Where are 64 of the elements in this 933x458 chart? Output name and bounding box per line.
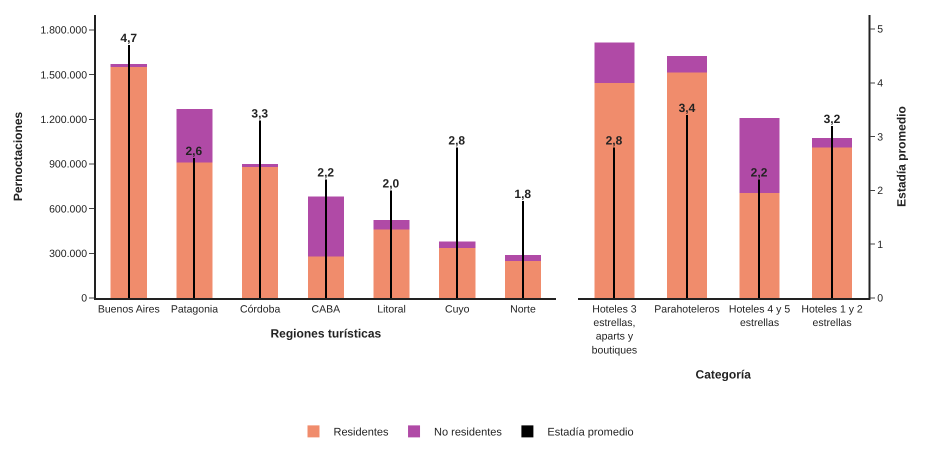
bar — [258, 120, 261, 298]
bar — [192, 158, 196, 298]
x-tick-label: Patagonia — [170, 303, 218, 316]
bar — [667, 56, 707, 72]
x-tick-label: Hoteles 4 y 5 estrellas — [728, 303, 790, 329]
legend-label: No residentes — [434, 426, 502, 439]
x-tick-label: Hoteles 3 estrellas, aparts y boutiques — [592, 303, 638, 356]
bar — [242, 164, 278, 167]
data-label: 2,6 — [186, 144, 203, 158]
y-tick-label: 0 — [81, 292, 88, 305]
x-tick-label: Córdoba — [240, 303, 280, 316]
bar — [522, 201, 524, 298]
bar — [504, 254, 542, 261]
bar — [373, 220, 410, 230]
bar — [594, 42, 634, 83]
y-tick-label: 900.000 — [49, 158, 88, 171]
x-tick-label: Cuyo — [444, 303, 470, 316]
bar — [594, 82, 634, 298]
y-tick-label: 1.200.000 — [40, 114, 88, 126]
x-tick-label: CABA — [312, 303, 340, 316]
y2-tick-label: 2 — [877, 185, 884, 198]
data-label: 2,0 — [382, 176, 400, 190]
y2-tick-label: 5 — [877, 24, 884, 36]
y2-tick-label: 4 — [877, 77, 884, 90]
x-axis-title: Categoría — [696, 368, 752, 382]
bar — [110, 64, 147, 68]
y-tick-label: 300.000 — [49, 248, 88, 260]
bar — [812, 138, 852, 148]
bar — [667, 72, 707, 298]
bar — [686, 115, 688, 298]
bar — [831, 126, 834, 298]
bar — [740, 118, 780, 193]
data-label: 2,2 — [317, 166, 334, 180]
data-label: 2,8 — [448, 133, 466, 148]
bar — [128, 45, 130, 298]
y-tick-label: 1.500.000 — [40, 69, 88, 82]
y2-tick-label: 1 — [877, 238, 884, 251]
data-label: 2,8 — [606, 133, 623, 148]
y2-tick-label: 3 — [877, 131, 884, 144]
y2-tick-label: 0 — [877, 292, 884, 305]
bar — [324, 180, 327, 298]
x-tick-label: Litoral — [377, 303, 406, 316]
bar — [758, 180, 760, 298]
bar — [439, 241, 476, 248]
data-label: 2,2 — [750, 166, 768, 180]
data-label: 3,2 — [824, 112, 841, 126]
data-label: 3,3 — [251, 106, 268, 120]
bar — [456, 147, 458, 298]
bar — [176, 108, 213, 162]
x-tick-label: Norte — [510, 303, 536, 316]
x-tick-label: Parahoteleros — [654, 303, 720, 316]
data-label: 1,8 — [514, 187, 532, 202]
x-tick-label: Hoteles 1 y 2 estrellas — [801, 303, 863, 329]
data-label: 4,7 — [120, 31, 138, 46]
data-label: 3,4 — [678, 101, 696, 116]
x-tick-label: Buenos Aires — [98, 303, 160, 316]
y-tick-label: 600.000 — [49, 203, 88, 216]
legend-label: Estadía promedio — [547, 426, 634, 439]
y-tick-label: 1.800.000 — [40, 24, 88, 37]
x-axis-title: Regiones turísticas — [270, 326, 382, 341]
bar — [613, 147, 616, 298]
y2-axis-title: Estadía promedio — [894, 106, 909, 207]
legend-label: Residentes — [334, 426, 390, 439]
y-axis-title: Pernoctaciones — [11, 111, 26, 202]
